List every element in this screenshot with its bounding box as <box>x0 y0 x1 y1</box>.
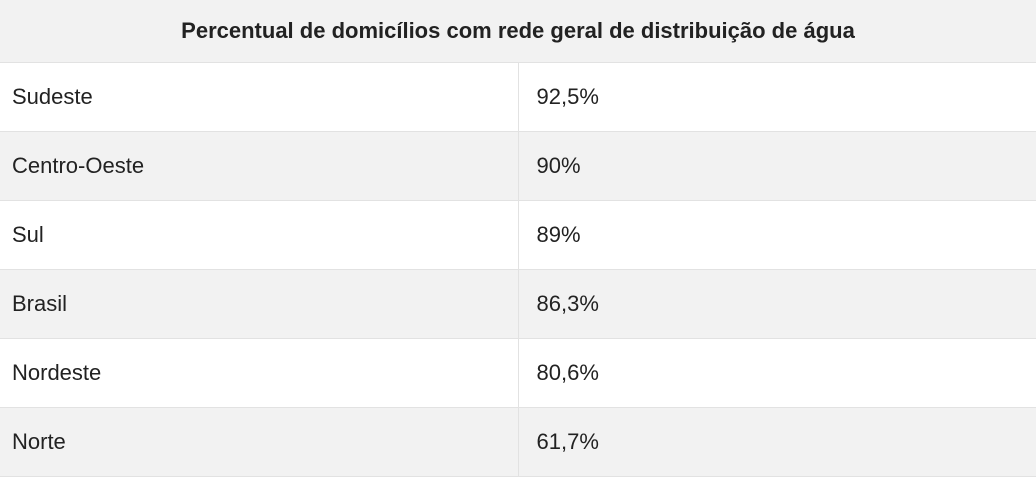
table-row: Norte 61,7% <box>0 407 1036 477</box>
region-cell: Norte <box>0 407 519 477</box>
table-head: Percentual de domicílios com rede geral … <box>0 0 1036 63</box>
region-cell: Sul <box>0 200 519 270</box>
region-cell: Nordeste <box>0 338 519 408</box>
value-cell: 80,6% <box>518 338 1036 408</box>
value-cell: 89% <box>518 200 1036 270</box>
table-title: Percentual de domicílios com rede geral … <box>0 0 1036 63</box>
header-row: Percentual de domicílios com rede geral … <box>0 0 1036 63</box>
table-row: Nordeste 80,6% <box>0 338 1036 408</box>
value-cell: 61,7% <box>518 407 1036 477</box>
table-row: Brasil 86,3% <box>0 269 1036 339</box>
region-cell: Brasil <box>0 269 519 339</box>
table-body: Sudeste 92,5% Centro-Oeste 90% Sul 89% Brasil 8… <box>0 62 1036 477</box>
value-cell: 90% <box>518 131 1036 201</box>
region-cell: Sudeste <box>0 62 519 132</box>
table-row: Centro-Oeste 90% <box>0 131 1036 201</box>
value-cell: 86,3% <box>518 269 1036 339</box>
value-cell: 92,5% <box>518 62 1036 132</box>
region-cell: Centro-Oeste <box>0 131 519 201</box>
table-row: Sudeste 92,5% <box>0 62 1036 132</box>
table-row: Sul 89% <box>0 200 1036 270</box>
